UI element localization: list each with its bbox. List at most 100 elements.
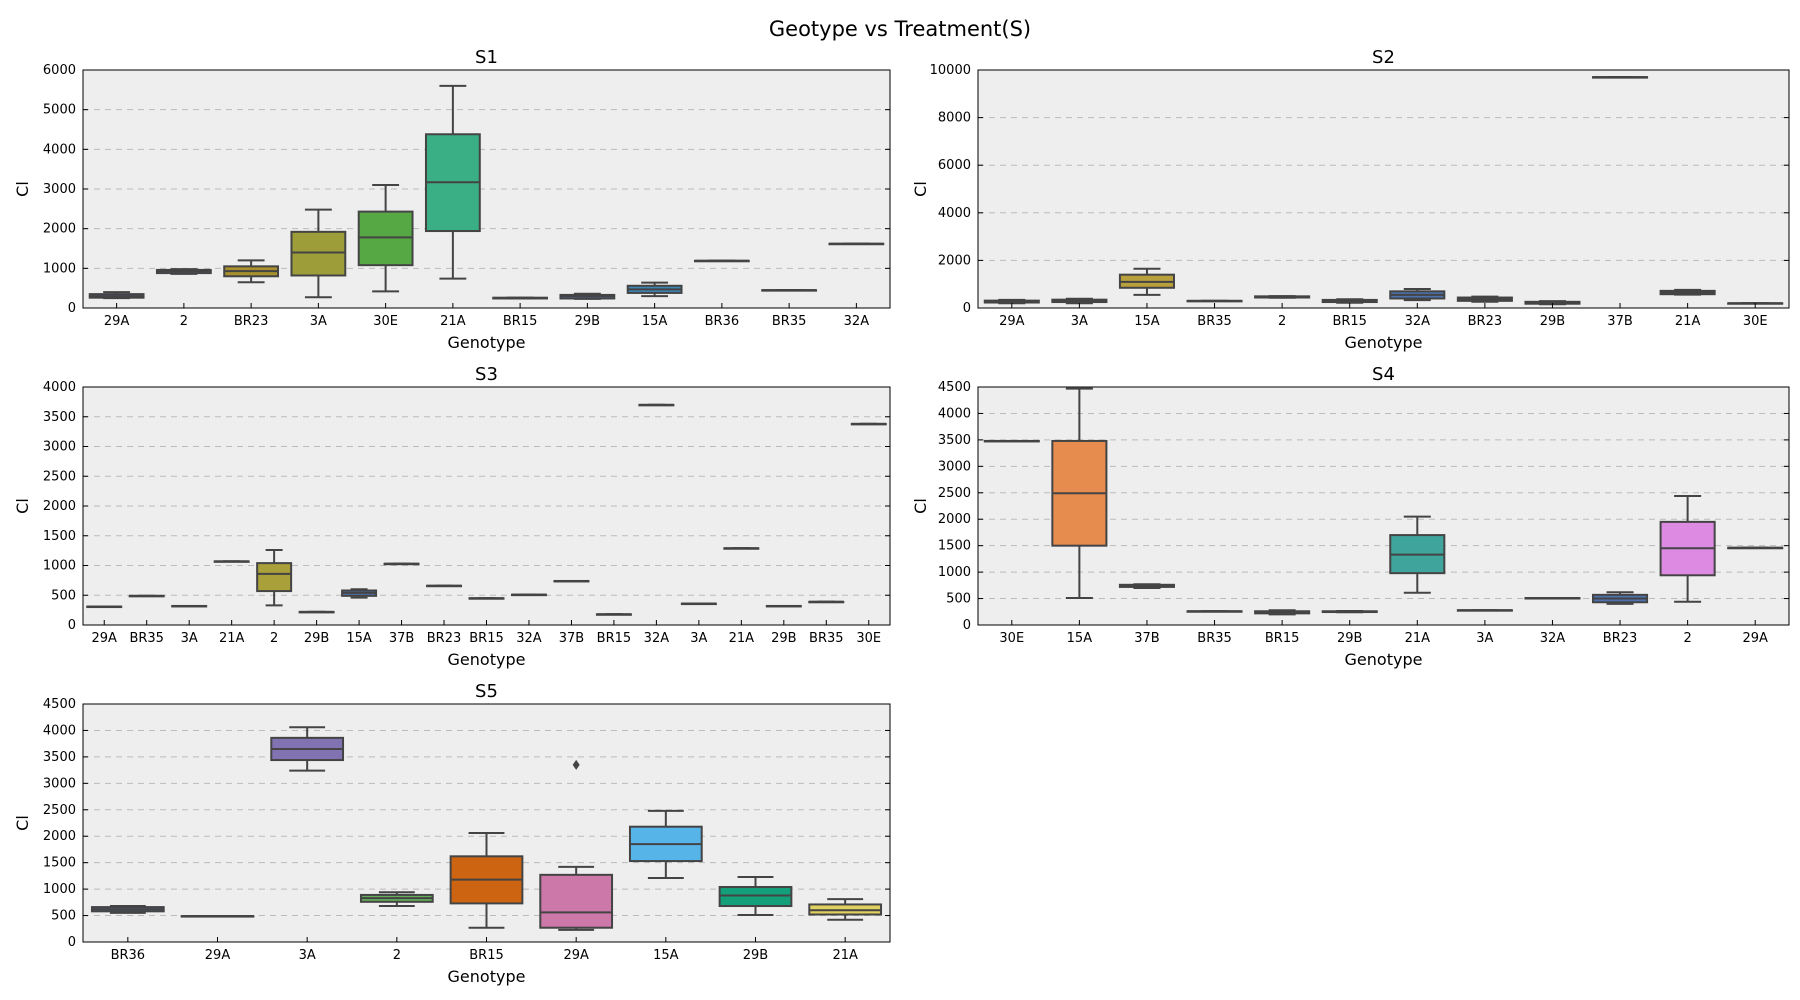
box-29B (1524, 300, 1581, 306)
x-tick-label: BR36 (111, 948, 146, 963)
x-tick-label: 21A (440, 314, 466, 329)
y-tick-label: 3000 (938, 459, 971, 474)
x-tick-label: 21A (832, 948, 858, 963)
x-tick-label: 37B (559, 631, 584, 646)
x-tick-label: 29A (205, 948, 231, 963)
subplot-title: S5 (475, 681, 498, 702)
box-37B (1118, 583, 1175, 589)
y-tick-label: 4000 (938, 206, 971, 221)
y-tick-label: 3000 (43, 440, 76, 455)
x-tick-label: 29B (771, 631, 796, 646)
box-29B (1321, 609, 1378, 614)
box-32A (510, 593, 547, 597)
y-tick-label: 5000 (43, 103, 76, 118)
y-tick-label: 0 (68, 301, 76, 316)
plot-area (978, 387, 1789, 625)
box-BR23 (426, 584, 463, 588)
subplot-s2: 0 2000 4000 6000 8000 10000 29A 3A 15A BR35 2 BR15 3… (911, 47, 1790, 352)
box-29B (559, 292, 616, 300)
x-tick-label: 30E (373, 314, 398, 329)
y-tick-label: 8000 (938, 111, 971, 126)
box-BR35 (808, 600, 845, 604)
x-tick-label: 2 (393, 948, 401, 963)
y-tick-label: 0 (68, 935, 76, 950)
subplot-s4: 0 500 1000 1500 2000 2500 3000 3500 4000 4500 30E 1… (911, 364, 1790, 669)
y-tick-label: 1500 (43, 856, 76, 871)
x-tick-label: BR35 (809, 631, 844, 646)
box-BR15 (468, 597, 505, 600)
box-iqr (718, 885, 793, 908)
x-tick-label: 29A (1742, 631, 1768, 646)
x-tick-label: BR35 (129, 631, 164, 646)
subplot-s5: 0 500 1000 1500 2000 2500 3000 3500 4000 4500 BR36… (13, 681, 891, 986)
x-axis-title: Genotype (448, 333, 526, 352)
y-axis-title: Cl (13, 181, 32, 197)
box-37B (553, 579, 590, 583)
box-BR15 (492, 296, 549, 300)
y-tick-label: 3500 (43, 410, 76, 425)
x-tick-label: 2 (180, 314, 188, 329)
x-tick-label: BR15 (597, 631, 632, 646)
box-29B (298, 610, 335, 614)
box-32A (638, 403, 675, 407)
x-tick-label: 3A (1476, 631, 1493, 646)
x-tick-label: 3A (690, 631, 707, 646)
box-29A (88, 291, 145, 300)
box-BR35 (761, 289, 818, 292)
x-tick-label: 15A (653, 948, 679, 963)
x-tick-label: BR35 (1197, 631, 1232, 646)
subplot-title: S1 (475, 47, 498, 68)
box-21A (1659, 288, 1716, 296)
x-tick-label: 30E (1743, 314, 1768, 329)
y-tick-label: 2500 (938, 486, 971, 501)
x-tick-label: 3A (1071, 314, 1088, 329)
subplot-s1: 0 1000 2000 3000 4000 5000 6000 29A 2 BR23 3A 30E 21… (13, 47, 891, 352)
x-tick-label: 29B (1540, 314, 1565, 329)
box-15A (341, 588, 378, 599)
plot-frame (82, 386, 891, 626)
box-3A (290, 208, 347, 299)
subplot-title: S3 (475, 364, 498, 385)
box-BR23 (1592, 591, 1649, 605)
x-tick-label: BR23 (234, 314, 269, 329)
x-tick-label: 29B (304, 631, 329, 646)
box-BR15 (1254, 609, 1311, 616)
subplot-s3: 0 500 1000 1500 2000 2500 3000 3500 4000 29A BR35 3… (13, 364, 891, 669)
x-axis-title: Genotype (448, 967, 526, 986)
box-2 (256, 549, 293, 607)
outlier-point (572, 759, 580, 770)
box-BR23 (223, 259, 280, 284)
subplot-title: S2 (1372, 47, 1395, 68)
box-3A (1051, 297, 1108, 305)
plot-frame (977, 69, 1790, 309)
plot-area (978, 70, 1789, 308)
box-BR36 (90, 905, 165, 914)
y-tick-label: 1500 (938, 539, 971, 554)
y-tick-label: 3000 (43, 182, 76, 197)
box-21A (213, 560, 250, 563)
x-tick-label: 37B (1607, 314, 1632, 329)
x-tick-label: 37B (389, 631, 414, 646)
x-axis-title: Genotype (1345, 650, 1423, 669)
x-tick-label: 15A (346, 631, 372, 646)
box-29A (983, 298, 1040, 305)
box-29B (718, 875, 793, 917)
y-tick-label: 4000 (43, 142, 76, 157)
y-tick-label: 3500 (938, 433, 971, 448)
x-axis-title: Genotype (448, 650, 526, 669)
box-29A (1727, 546, 1784, 550)
box-29A (86, 605, 123, 609)
box-29B (765, 604, 802, 608)
box-29A (180, 915, 255, 918)
box-21A (723, 547, 760, 550)
box-3A (680, 602, 717, 606)
box-iqr (290, 230, 347, 277)
x-tick-label: BR36 (705, 314, 740, 329)
y-tick-label: 6000 (938, 158, 971, 173)
x-tick-label: BR15 (1265, 631, 1300, 646)
box-15A (1051, 387, 1108, 600)
plot-frame (82, 703, 891, 943)
y-axis-title: Cl (911, 181, 930, 197)
y-tick-label: 4500 (43, 697, 76, 712)
